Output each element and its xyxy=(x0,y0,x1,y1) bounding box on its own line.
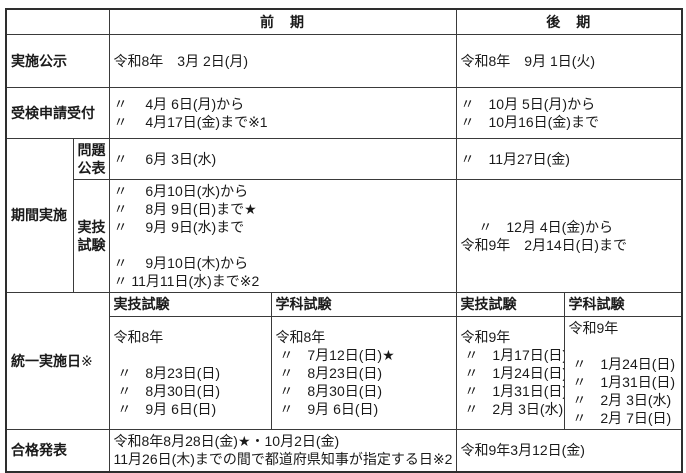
results-row: 合格発表 令和8年8月28日(金)★・10月2日(金) 11月26日(木)までの… xyxy=(5,428,683,473)
announcement-first-term-date: 令和8年 3月 2日(月) xyxy=(108,33,457,88)
unified-first-practical-dates: 令和8年 〃 8月23日(日) 〃 8月30日(日) 〃 9月 6日(日) xyxy=(108,315,272,430)
announcement-row: 実施公示 令和8年 3月 2日(月) 令和8年 9月 1日(火) xyxy=(5,33,683,88)
exam-schedule-table: 前 期 後 期 実施公示 令和8年 3月 2日(月) 令和8年 9月 1日(火)… xyxy=(5,8,683,473)
application-label: 受検申請受付 xyxy=(5,86,110,139)
problem-publication-first-term-date: 〃 6月 3日(水) xyxy=(108,137,457,180)
header-corner-cell xyxy=(5,8,110,35)
unified-date-label-text: 統一実施日 xyxy=(11,352,81,369)
unified-date-label-note-mark: ※ xyxy=(81,352,93,369)
practical-exam-period-row: 実技 試験 〃 6月10日(水)から 〃 8月 9日(日)まで★ 〃 9月 9日… xyxy=(6,178,683,293)
unified-second-written-dates: 令和9年 〃 1月24日(日) 〃 1月31日(日) 〃 2月 3日(水) 〃 … xyxy=(563,315,683,430)
announcement-second-term-date: 令和8年 9月 1日(火) xyxy=(455,33,683,88)
unified-date-label: 統一実施日※ xyxy=(5,291,110,430)
subheader-first-written: 学科試験 xyxy=(270,291,457,317)
subheader-second-written: 学科試験 xyxy=(563,291,683,317)
subheader-first-practical: 実技試験 xyxy=(108,291,272,317)
subheader-second-practical: 実技試験 xyxy=(455,291,565,317)
header-first-term: 前 期 xyxy=(108,8,457,35)
results-first-term-dates: 令和8年8月28日(金)★・10月2日(金) 11月26日(木)までの間で都道府… xyxy=(108,428,457,473)
unified-second-practical-dates: 令和9年 〃 1月17日(日) 〃 1月24日(日) 〃 1月31日(日) 〃 … xyxy=(455,315,565,430)
period-label: 期間実施 xyxy=(5,137,74,293)
header-row: 前 期 後 期 xyxy=(5,8,683,35)
unified-date-body-row: 令和8年 〃 8月23日(日) 〃 8月30日(日) 〃 9月 6日(日) 令和… xyxy=(6,315,683,430)
results-second-term-date: 令和9年3月12日(金) xyxy=(455,428,683,473)
application-first-term-dates: 〃 4月 6日(月)から 〃 4月17日(金)まで※1 xyxy=(108,86,457,139)
announcement-label: 実施公示 xyxy=(5,33,110,88)
problem-publication-row: 期間実施 問題 公表 〃 6月 3日(水) 〃 11月27日(金) xyxy=(5,137,683,293)
unified-date-subheader-row: 統一実施日※ 実技試験 学科試験 実技試験 学科試験 xyxy=(5,291,683,430)
application-row: 受検申請受付 〃 4月 6日(月)から 〃 4月17日(金)まで※1 〃 10月… xyxy=(5,86,683,139)
problem-publication-label: 問題 公表 xyxy=(72,137,110,180)
results-label: 合格発表 xyxy=(5,428,110,473)
practical-exam-period-label: 実技 試験 xyxy=(72,178,110,293)
practical-exam-second-term-dates: 〃 12月 4日(金)から 令和9年 2月14日(日)まで xyxy=(455,178,683,293)
practical-exam-first-term-dates: 〃 6月10日(水)から 〃 8月 9日(日)まで★ 〃 9月 9日(水)まで … xyxy=(108,178,457,293)
application-second-term-dates: 〃 10月 5日(月)から 〃 10月16日(金)まで xyxy=(455,86,683,139)
unified-first-written-dates: 令和8年 〃 7月12日(日)★ 〃 8月23日(日) 〃 8月30日(日) 〃… xyxy=(270,315,457,430)
header-second-term: 後 期 xyxy=(455,8,683,35)
problem-publication-second-term-date: 〃 11月27日(金) xyxy=(455,137,683,180)
